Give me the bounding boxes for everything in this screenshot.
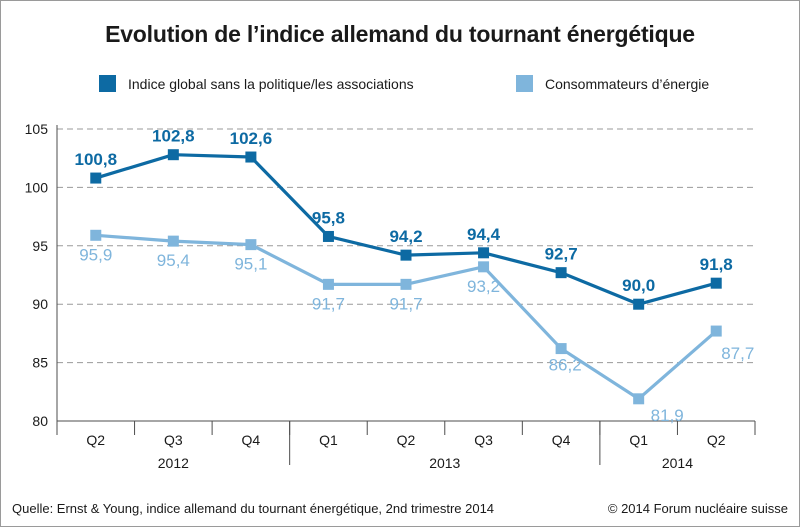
legend-label-consumers: Consommateurs d’énergie: [545, 75, 710, 92]
x-tick-label: Q4: [242, 432, 261, 448]
data-label-consumers: 91,7: [389, 294, 422, 313]
x-tick-label: Q2: [86, 432, 105, 448]
data-label-consumers: 95,1: [234, 255, 267, 274]
y-tick-label: 80: [32, 413, 48, 429]
data-label-global-index: 95,8: [312, 208, 345, 227]
x-tick-label: Q3: [164, 432, 183, 448]
x-tick-label: Q2: [397, 432, 416, 448]
x-tick-label: Q1: [629, 432, 648, 448]
data-label-consumers: 81,9: [651, 406, 684, 425]
data-label-global-index: 94,4: [467, 225, 501, 244]
copyright-note: © 2014 Forum nucléaire suisse: [607, 501, 788, 516]
year-label: 2012: [158, 455, 189, 471]
legend-swatch-dark: [99, 75, 116, 92]
data-label-consumers: 86,2: [549, 356, 582, 375]
data-point-global-index: [710, 277, 722, 289]
data-label-global-index: 90,0: [622, 276, 655, 295]
data-point-consumers: [90, 229, 102, 241]
data-point-global-index: [555, 267, 567, 279]
data-point-global-index: [245, 151, 257, 163]
data-point-global-index: [633, 298, 645, 310]
y-tick-label: 105: [25, 121, 49, 137]
chart-title: Evolution de l’indice allemand du tourna…: [105, 21, 695, 47]
data-point-consumers: [633, 393, 645, 405]
data-label-global-index: 94,2: [389, 227, 422, 246]
data-point-consumers: [322, 278, 334, 290]
data-label-global-index: 91,8: [700, 255, 733, 274]
data-label-consumers: 95,4: [157, 251, 190, 270]
legend-item-consumers: Consommateurs d’énergie: [516, 75, 709, 92]
data-label-consumers: 87,7: [721, 344, 754, 363]
data-point-global-index: [322, 230, 334, 242]
chart-legend: Indice global sans la politique/les asso…: [1, 75, 799, 97]
data-point-consumers: [710, 325, 722, 337]
data-label-consumers: 95,9: [79, 245, 112, 264]
data-point-consumers: [245, 239, 257, 251]
data-label-global-index: 100,8: [75, 150, 118, 169]
data-point-consumers: [400, 278, 412, 290]
x-tick-label: Q1: [319, 432, 338, 448]
x-tick-label: Q3: [474, 432, 493, 448]
data-point-consumers: [555, 343, 567, 355]
x-tick-label: Q2: [707, 432, 726, 448]
data-point-consumers: [167, 235, 179, 247]
data-point-global-index: [90, 172, 102, 184]
y-tick-label: 85: [32, 355, 48, 371]
data-label-consumers: 91,7: [312, 294, 345, 313]
data-label-global-index: 92,7: [545, 245, 578, 264]
legend-swatch-light: [516, 75, 533, 92]
data-label-global-index: 102,6: [230, 129, 273, 148]
data-point-global-index: [478, 247, 490, 259]
data-point-global-index: [167, 149, 179, 161]
y-tick-label: 100: [25, 179, 49, 195]
source-note: Quelle: Ernst & Young, indice allemand d…: [12, 501, 495, 516]
y-tick-label: 95: [32, 238, 48, 254]
legend-item-global-index: Indice global sans la politique/les asso…: [99, 75, 414, 92]
data-label-global-index: 102,8: [152, 127, 195, 146]
legend-label-global-index: Indice global sans la politique/les asso…: [128, 75, 414, 92]
line-chart: 80 85 90 95 100 105 Q2 Q3 Q4 Q1 Q2 Q3 Q4 Q1 Q2 2012 2013…: [25, 121, 756, 471]
year-label: 2014: [662, 455, 693, 471]
x-tick-label: Q4: [552, 432, 571, 448]
data-point-global-index: [400, 249, 412, 261]
data-point-consumers: [478, 261, 490, 273]
year-label: 2013: [429, 455, 460, 471]
y-tick-label: 90: [32, 296, 48, 312]
data-label-consumers: 93,2: [467, 277, 500, 296]
